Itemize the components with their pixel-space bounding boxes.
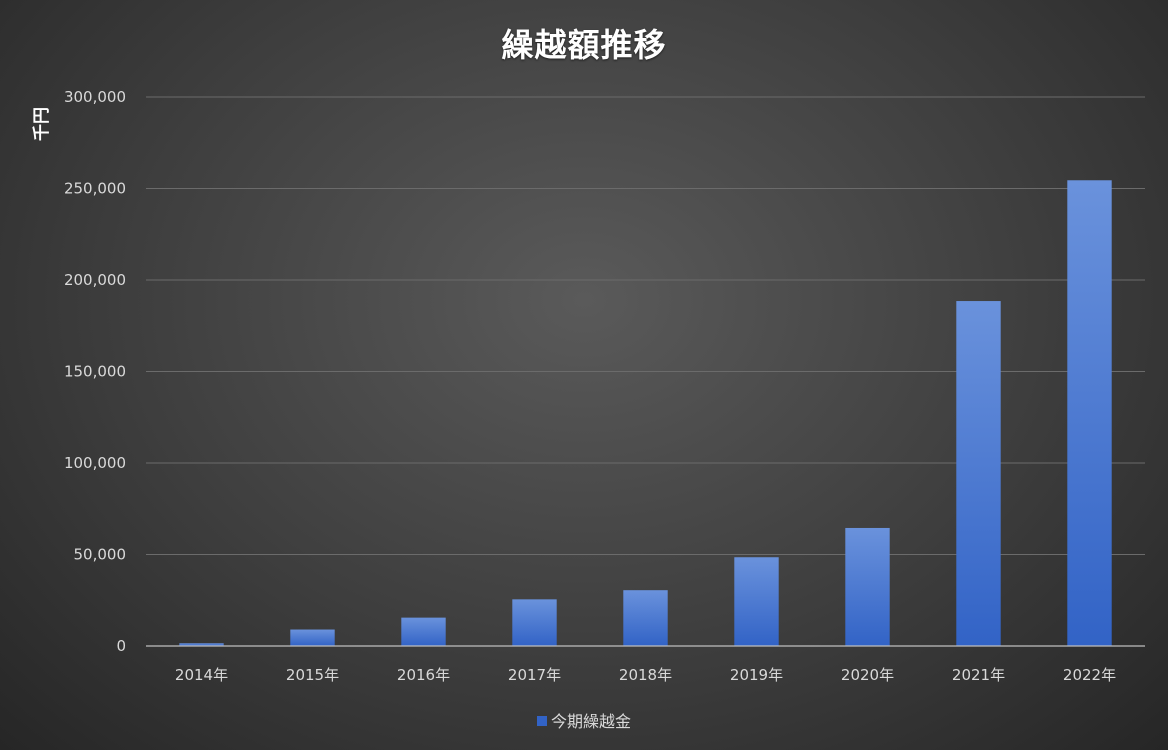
y-tick-label: 50,000 [74, 546, 127, 564]
legend-swatch [536, 716, 547, 726]
x-tick-label: 2019年 [730, 666, 783, 684]
bar [956, 301, 1001, 646]
x-tick-label: 2014年 [175, 666, 228, 684]
x-tick-label: 2021年 [952, 666, 1005, 684]
y-tick-label: 300,000 [64, 88, 126, 106]
chart-title: 繰越額推移 [501, 26, 667, 64]
legend-label: 今期繰越金 [550, 712, 631, 731]
y-tick-label: 200,000 [64, 271, 126, 289]
x-tick-label: 2017年 [508, 666, 561, 684]
x-tick-label: 2015年 [286, 666, 339, 684]
bar [401, 617, 446, 646]
gridlines [146, 96, 1145, 555]
y-tick-label: 250,000 [64, 180, 126, 198]
x-tick-label: 2020年 [841, 666, 894, 684]
x-tick-label: 2022年 [1063, 666, 1116, 684]
bar [1067, 180, 1112, 646]
bars [179, 180, 1112, 646]
bar [845, 527, 890, 646]
x-tick-labels: 2014年 2015年 2016年 2017年 2018年 2019年 2020年 2021年… [175, 666, 1116, 684]
bar [512, 599, 557, 646]
x-tick-label: 2018年 [619, 666, 672, 684]
x-tick-label: 2016年 [397, 666, 450, 684]
bar [623, 590, 668, 646]
bar [290, 629, 335, 646]
y-tick-labels: 0 50,000 100,000 150,000 200,000 250,000 300,0… [64, 88, 126, 655]
y-tick-label: 100,000 [64, 454, 126, 472]
legend: 今期繰越金 [0, 708, 1168, 732]
bar [179, 643, 224, 646]
bar [734, 557, 779, 646]
y-tick-label: 150,000 [64, 363, 126, 381]
y-tick-label: 0 [116, 637, 126, 655]
